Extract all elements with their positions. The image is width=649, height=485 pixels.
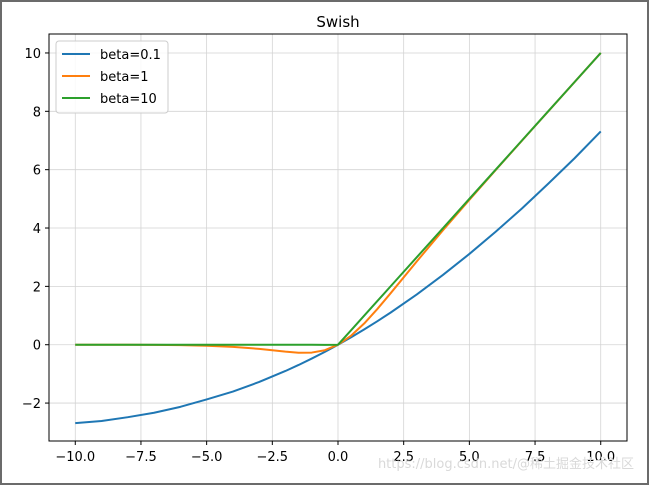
x-tick-label: −7.5 xyxy=(125,450,157,465)
legend-label: beta=1 xyxy=(100,70,148,85)
legend-label: beta=0.1 xyxy=(100,48,161,63)
series-lines xyxy=(75,52,602,425)
y-tick-label: 6 xyxy=(33,164,41,179)
x-tick-label: 7.5 xyxy=(525,450,546,465)
y-tick-label: 10 xyxy=(24,47,41,62)
chart-title: Swish xyxy=(316,13,359,31)
watermark-text: https://blog.csdn.net/@稀土掘金技术社区 xyxy=(378,456,634,472)
x-tick-label: 0.0 xyxy=(328,450,349,465)
legend-box xyxy=(55,40,169,114)
x-tick-label: 5.0 xyxy=(459,450,480,465)
x-tick-label: −10.0 xyxy=(55,450,95,465)
x-tick-label: −2.5 xyxy=(257,450,289,465)
y-tick-label: 2 xyxy=(33,280,41,295)
series-line-beta=10 xyxy=(75,52,602,346)
grid xyxy=(49,34,627,441)
ticks: −10.0 −7.5 −5.0 −2.5 0.0 2.5 5.0 7.5 10.0 −2 0 2 4 6 8… xyxy=(22,47,615,465)
x-tick-label: −5.0 xyxy=(191,450,223,465)
legend: beta=0.1 beta=1 beta=10 xyxy=(55,40,169,114)
y-tick-label: 4 xyxy=(33,222,41,237)
x-tick-label: 10.0 xyxy=(586,450,615,465)
y-tick-label: 0 xyxy=(33,339,41,354)
y-tick-label: −2 xyxy=(22,397,41,412)
x-tick-label: 2.5 xyxy=(393,450,414,465)
legend-label: beta=10 xyxy=(100,92,157,107)
y-tick-label: 8 xyxy=(33,105,41,120)
